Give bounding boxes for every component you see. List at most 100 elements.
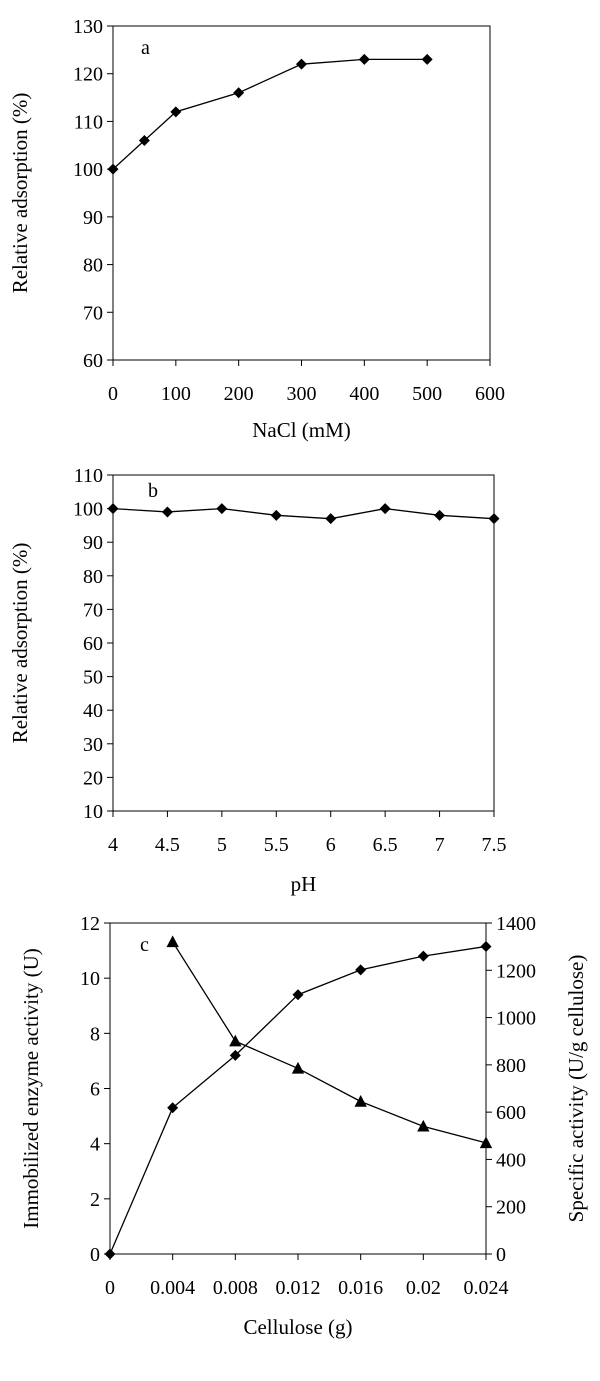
- x-tick-label: 0.024: [464, 1277, 509, 1299]
- y-tick-label: 100: [73, 499, 103, 521]
- data-point-diamond: [421, 53, 433, 65]
- data-point-diamond: [358, 53, 370, 65]
- data-point-diamond: [270, 509, 282, 521]
- data-point-diamond: [216, 503, 228, 515]
- x-tick-label: 6: [326, 834, 336, 856]
- y-tick-label: 70: [83, 599, 103, 621]
- x-tick-label: 0: [108, 383, 118, 405]
- y-tick-label: 80: [83, 566, 103, 588]
- series-line-1: [172, 941, 487, 1144]
- panel-letter: c: [140, 934, 149, 956]
- plot-frame: [109, 922, 487, 1255]
- y-tick-label: 6: [90, 1079, 100, 1101]
- data-point-diamond: [296, 58, 307, 70]
- y-tick-label: 100: [73, 159, 103, 181]
- y-axis-label: Immobilized enzyme activity (U): [19, 948, 43, 1229]
- chart-panel-a: 60 70 80 90 100 110 120 130 0 100 200 300 400 500 600 N…: [8, 16, 505, 442]
- data-point-diamond: [167, 1102, 179, 1114]
- x-tick-label: 300: [287, 383, 317, 405]
- data-point-diamond: [355, 964, 367, 976]
- x-tick-label: 0.016: [338, 1277, 383, 1299]
- y-tick-label: 10: [80, 968, 100, 990]
- data-point-diamond: [480, 940, 492, 952]
- chart-panel-b: 10 20 30 40 50 60 70 80 90 100 110 4 4.5 5 5.5 6 6.5 7 7.5…: [8, 465, 507, 896]
- y2-tick-label: 800: [496, 1055, 526, 1077]
- data-point-triangle: [291, 1061, 305, 1074]
- chart-panel-c: 0 2 4 6 8 10 12 0 200 400 600 800 1000 1200 1400 0 0.004…: [19, 913, 588, 1339]
- data-point-triangle: [479, 1136, 493, 1149]
- series-line-0: [112, 507, 495, 520]
- y-tick-label: 8: [90, 1023, 100, 1045]
- data-point-triangle: [354, 1095, 367, 1107]
- x-axis-label: NaCl (mM): [252, 418, 351, 442]
- data-point-triangle: [229, 1034, 242, 1047]
- x-tick-label: 7: [435, 834, 445, 856]
- data-point-diamond: [417, 950, 429, 962]
- x-tick-label: 7.5: [482, 834, 507, 856]
- data-point-diamond: [233, 87, 245, 99]
- y-tick-label: 30: [83, 734, 103, 756]
- data-point-diamond: [229, 1049, 241, 1061]
- y-tick-label: 12: [80, 913, 100, 935]
- x-axis-label: Cellulose (g): [243, 1315, 352, 1339]
- plot-frame: [112, 25, 491, 361]
- data-point-diamond: [161, 506, 173, 518]
- x-tick-label: 6.5: [373, 834, 398, 856]
- y-tick-label: 4: [90, 1134, 100, 1156]
- data-point-triangle: [417, 1119, 430, 1132]
- x-tick-label: 5.5: [264, 834, 289, 856]
- x-tick-label: 0.012: [276, 1277, 321, 1299]
- x-tick-label: 0.02: [406, 1277, 441, 1299]
- x-tick-label: 0: [105, 1277, 115, 1299]
- y-tick-label: 90: [83, 532, 103, 554]
- y-tick-label: 60: [83, 633, 103, 655]
- data-point-diamond: [488, 513, 500, 525]
- data-point-diamond: [170, 106, 182, 118]
- data-point-diamond: [107, 503, 119, 515]
- y-tick-label: 120: [73, 64, 103, 86]
- data-point-diamond: [325, 513, 337, 525]
- y-tick-label: 20: [83, 767, 103, 789]
- data-point-diamond: [379, 503, 391, 515]
- x-tick-label: 0.004: [150, 1277, 195, 1299]
- y-tick-label: 80: [83, 255, 103, 277]
- y-tick-label: 2: [90, 1189, 100, 1211]
- data-point-diamond: [104, 1248, 116, 1260]
- data-point-triangle: [166, 935, 179, 948]
- y-tick-label: 10: [83, 801, 103, 823]
- y-tick-label: 50: [83, 667, 103, 689]
- x-tick-label: 4.5: [155, 834, 180, 856]
- y-tick-label: 130: [73, 16, 103, 38]
- panel-letter: b: [148, 480, 158, 502]
- x-tick-label: 200: [224, 383, 254, 405]
- y2-tick-label: 400: [496, 1149, 526, 1171]
- x-tick-label: 400: [349, 383, 379, 405]
- y2-tick-label: 600: [496, 1102, 526, 1124]
- y2-axis-label: Specific activity (U/g cellulose): [564, 955, 588, 1223]
- y2-tick-label: 1200: [496, 960, 536, 982]
- data-point-diamond: [292, 989, 304, 1001]
- y-tick-label: 60: [83, 350, 103, 372]
- x-tick-label: 0.008: [213, 1277, 258, 1299]
- x-tick-label: 500: [412, 383, 442, 405]
- data-point-diamond: [107, 163, 119, 175]
- x-tick-label: 4: [108, 834, 118, 856]
- y-axis-label: Relative adsorption (%): [8, 543, 32, 744]
- x-axis-label: pH: [291, 872, 317, 896]
- y2-tick-label: 1400: [496, 913, 536, 935]
- y2-tick-label: 200: [496, 1197, 526, 1219]
- y2-tick-label: 0: [496, 1244, 506, 1266]
- panel-letter: a: [141, 37, 150, 59]
- series-line-0: [112, 58, 428, 170]
- y-tick-label: 70: [83, 302, 103, 324]
- x-tick-label: 5: [217, 834, 227, 856]
- y-tick-label: 110: [74, 465, 103, 487]
- y-tick-label: 110: [74, 111, 103, 133]
- y-tick-label: 40: [83, 700, 103, 722]
- y2-tick-label: 1000: [496, 1008, 536, 1030]
- y-axis-label: Relative adsorption (%): [8, 93, 32, 294]
- x-tick-label: 600: [475, 383, 505, 405]
- y-tick-label: 0: [90, 1244, 100, 1266]
- x-tick-label: 100: [161, 383, 191, 405]
